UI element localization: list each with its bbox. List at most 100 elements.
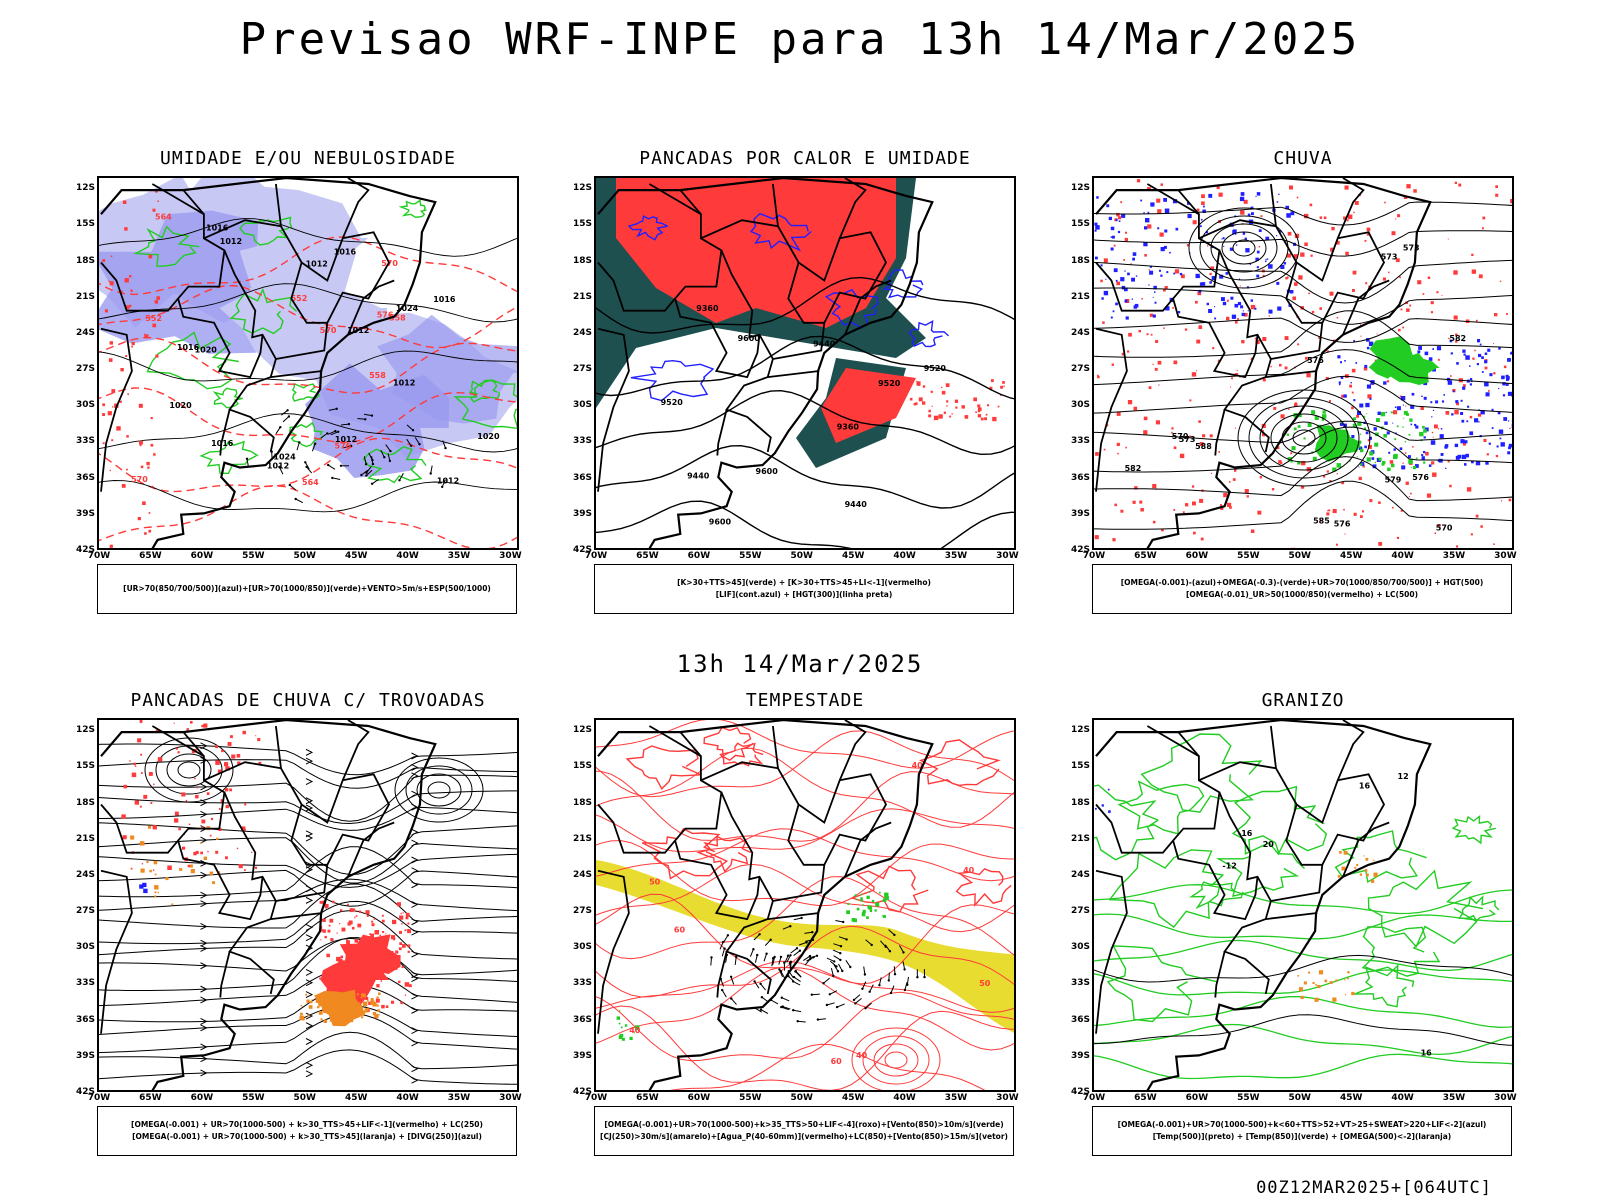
- rain-cell: [1351, 368, 1356, 373]
- wind-vector: [764, 939, 772, 946]
- country-border: [182, 189, 205, 215]
- country-border: [1198, 761, 1277, 782]
- omega-blue-cell: [1388, 451, 1391, 454]
- temp850-contour: [1458, 895, 1500, 923]
- country-border: [700, 761, 779, 782]
- omega-orange-cell: [1343, 850, 1348, 855]
- rain-cell: [1398, 328, 1401, 332]
- streamline-arrow: [411, 928, 419, 936]
- omega-orange-cell: [1341, 866, 1346, 871]
- wind850-green-cell: [855, 898, 858, 901]
- omega-green-cell: [1387, 467, 1391, 472]
- rain-cell: [1291, 547, 1296, 548]
- rain-cell: [1422, 293, 1425, 295]
- coastline: [1095, 720, 1432, 1090]
- omega-green-cell: [1303, 437, 1306, 440]
- omega-blue-cell: [1124, 270, 1126, 272]
- panel-title: PANCADAS DE CHUVA C/ TROVOADAS: [130, 690, 486, 711]
- streamline: [99, 806, 517, 831]
- rain-cell: [1353, 512, 1357, 516]
- omega-blue-cell: [1164, 208, 1170, 213]
- temp850-contour: [1117, 780, 1205, 835]
- wind-vector: [760, 983, 766, 991]
- wind-vector-head: [888, 950, 892, 953]
- rain-cell: [1156, 198, 1161, 203]
- omega-green-cell: [1322, 410, 1326, 414]
- rain-cell: [1478, 274, 1483, 279]
- omega-blue-cell: [1428, 357, 1433, 361]
- omega-blue-cell: [1440, 428, 1443, 430]
- omega-blue-cell: [1463, 340, 1465, 342]
- red-cell: [131, 345, 133, 348]
- storm-red-cell: [322, 918, 326, 922]
- omega-blue-cell: [1254, 307, 1257, 310]
- storm-red-cell: [349, 908, 354, 913]
- rain-cell: [1243, 199, 1248, 204]
- lc850-line: [596, 893, 1014, 985]
- omega-blue-cell: [1233, 229, 1237, 234]
- contour-label: 1012: [437, 477, 459, 486]
- lc850-line: [596, 863, 1014, 933]
- storm-red-cell: [174, 811, 179, 816]
- storm-red-cell: [329, 918, 334, 923]
- rain-cell: [1431, 461, 1435, 465]
- red-cell: [139, 440, 143, 445]
- omega-blue-cell: [1460, 439, 1465, 444]
- omega-green-cell: [1293, 427, 1297, 431]
- wind850-green-cell: [860, 899, 863, 902]
- storm-orange-cell: [335, 1009, 339, 1013]
- omega-orange-cell: [1314, 997, 1319, 1002]
- country-border: [1095, 327, 1128, 492]
- omega-blue-cell: [1360, 462, 1365, 466]
- omega-blue-cell: [1124, 287, 1128, 292]
- rain-cell: [1306, 467, 1311, 472]
- rain-cell: [1262, 337, 1267, 341]
- rain-cell: [1262, 378, 1266, 382]
- omega-green-cell: [1359, 440, 1362, 443]
- storm-red-cell: [196, 786, 199, 789]
- storm-orange-cell: [357, 1002, 361, 1005]
- omega-blue-cell: [1510, 351, 1512, 355]
- storm-red-cell: [379, 976, 381, 979]
- streamline-arrow: [305, 968, 314, 976]
- longitude-tick-label: 70W: [584, 551, 608, 561]
- longitude-tick-label: 40W: [396, 551, 419, 561]
- panel-title: TEMPESTADE: [745, 690, 865, 711]
- contour-label: 9360: [696, 304, 719, 313]
- country-border: [275, 720, 370, 824]
- storm-red-cell: [357, 923, 362, 928]
- storm-red-cell: [215, 850, 219, 854]
- rain-cell: [1378, 501, 1381, 504]
- storm-orange-cell: [307, 1014, 310, 1017]
- storm-red-cell: [175, 747, 178, 750]
- storm-red-cell: [408, 984, 412, 988]
- storm-red-cell: [357, 960, 359, 963]
- omega-blue-cell: [1242, 310, 1244, 312]
- storm-orange-cell: [212, 881, 215, 885]
- rain-cell: [1351, 406, 1354, 410]
- latitude-tick-label: 36S: [572, 472, 592, 483]
- rain-cell: [1347, 214, 1353, 219]
- wind-vector: [835, 920, 844, 923]
- country-border: [275, 178, 370, 282]
- storm-red-cell: [193, 851, 197, 856]
- storm-red-cell: [401, 923, 403, 925]
- omega-green-cell: [1332, 427, 1336, 431]
- rain-cell: [1405, 405, 1407, 407]
- wind850-green-cell: [854, 894, 857, 897]
- streamline-arrow: [305, 1038, 314, 1045]
- storm-orange-cell: [189, 864, 193, 868]
- rain-cell: [1310, 254, 1313, 257]
- omega-blue-cell: [1469, 383, 1472, 386]
- rain-cell: [1368, 445, 1372, 449]
- latitude-tick-label: 33S: [75, 978, 95, 989]
- longitude-tick-label: 50W: [293, 1093, 316, 1103]
- omega-blue-cell: [1366, 384, 1371, 389]
- wind850-green-cell: [866, 895, 870, 899]
- longitude-tick-label: 65W: [636, 1093, 659, 1103]
- storm-orange-cell: [300, 1004, 303, 1007]
- streamline: [99, 967, 517, 1007]
- jet-cyclone: [155, 745, 223, 795]
- streamline: [99, 878, 517, 912]
- storm-orange-cell: [332, 997, 334, 999]
